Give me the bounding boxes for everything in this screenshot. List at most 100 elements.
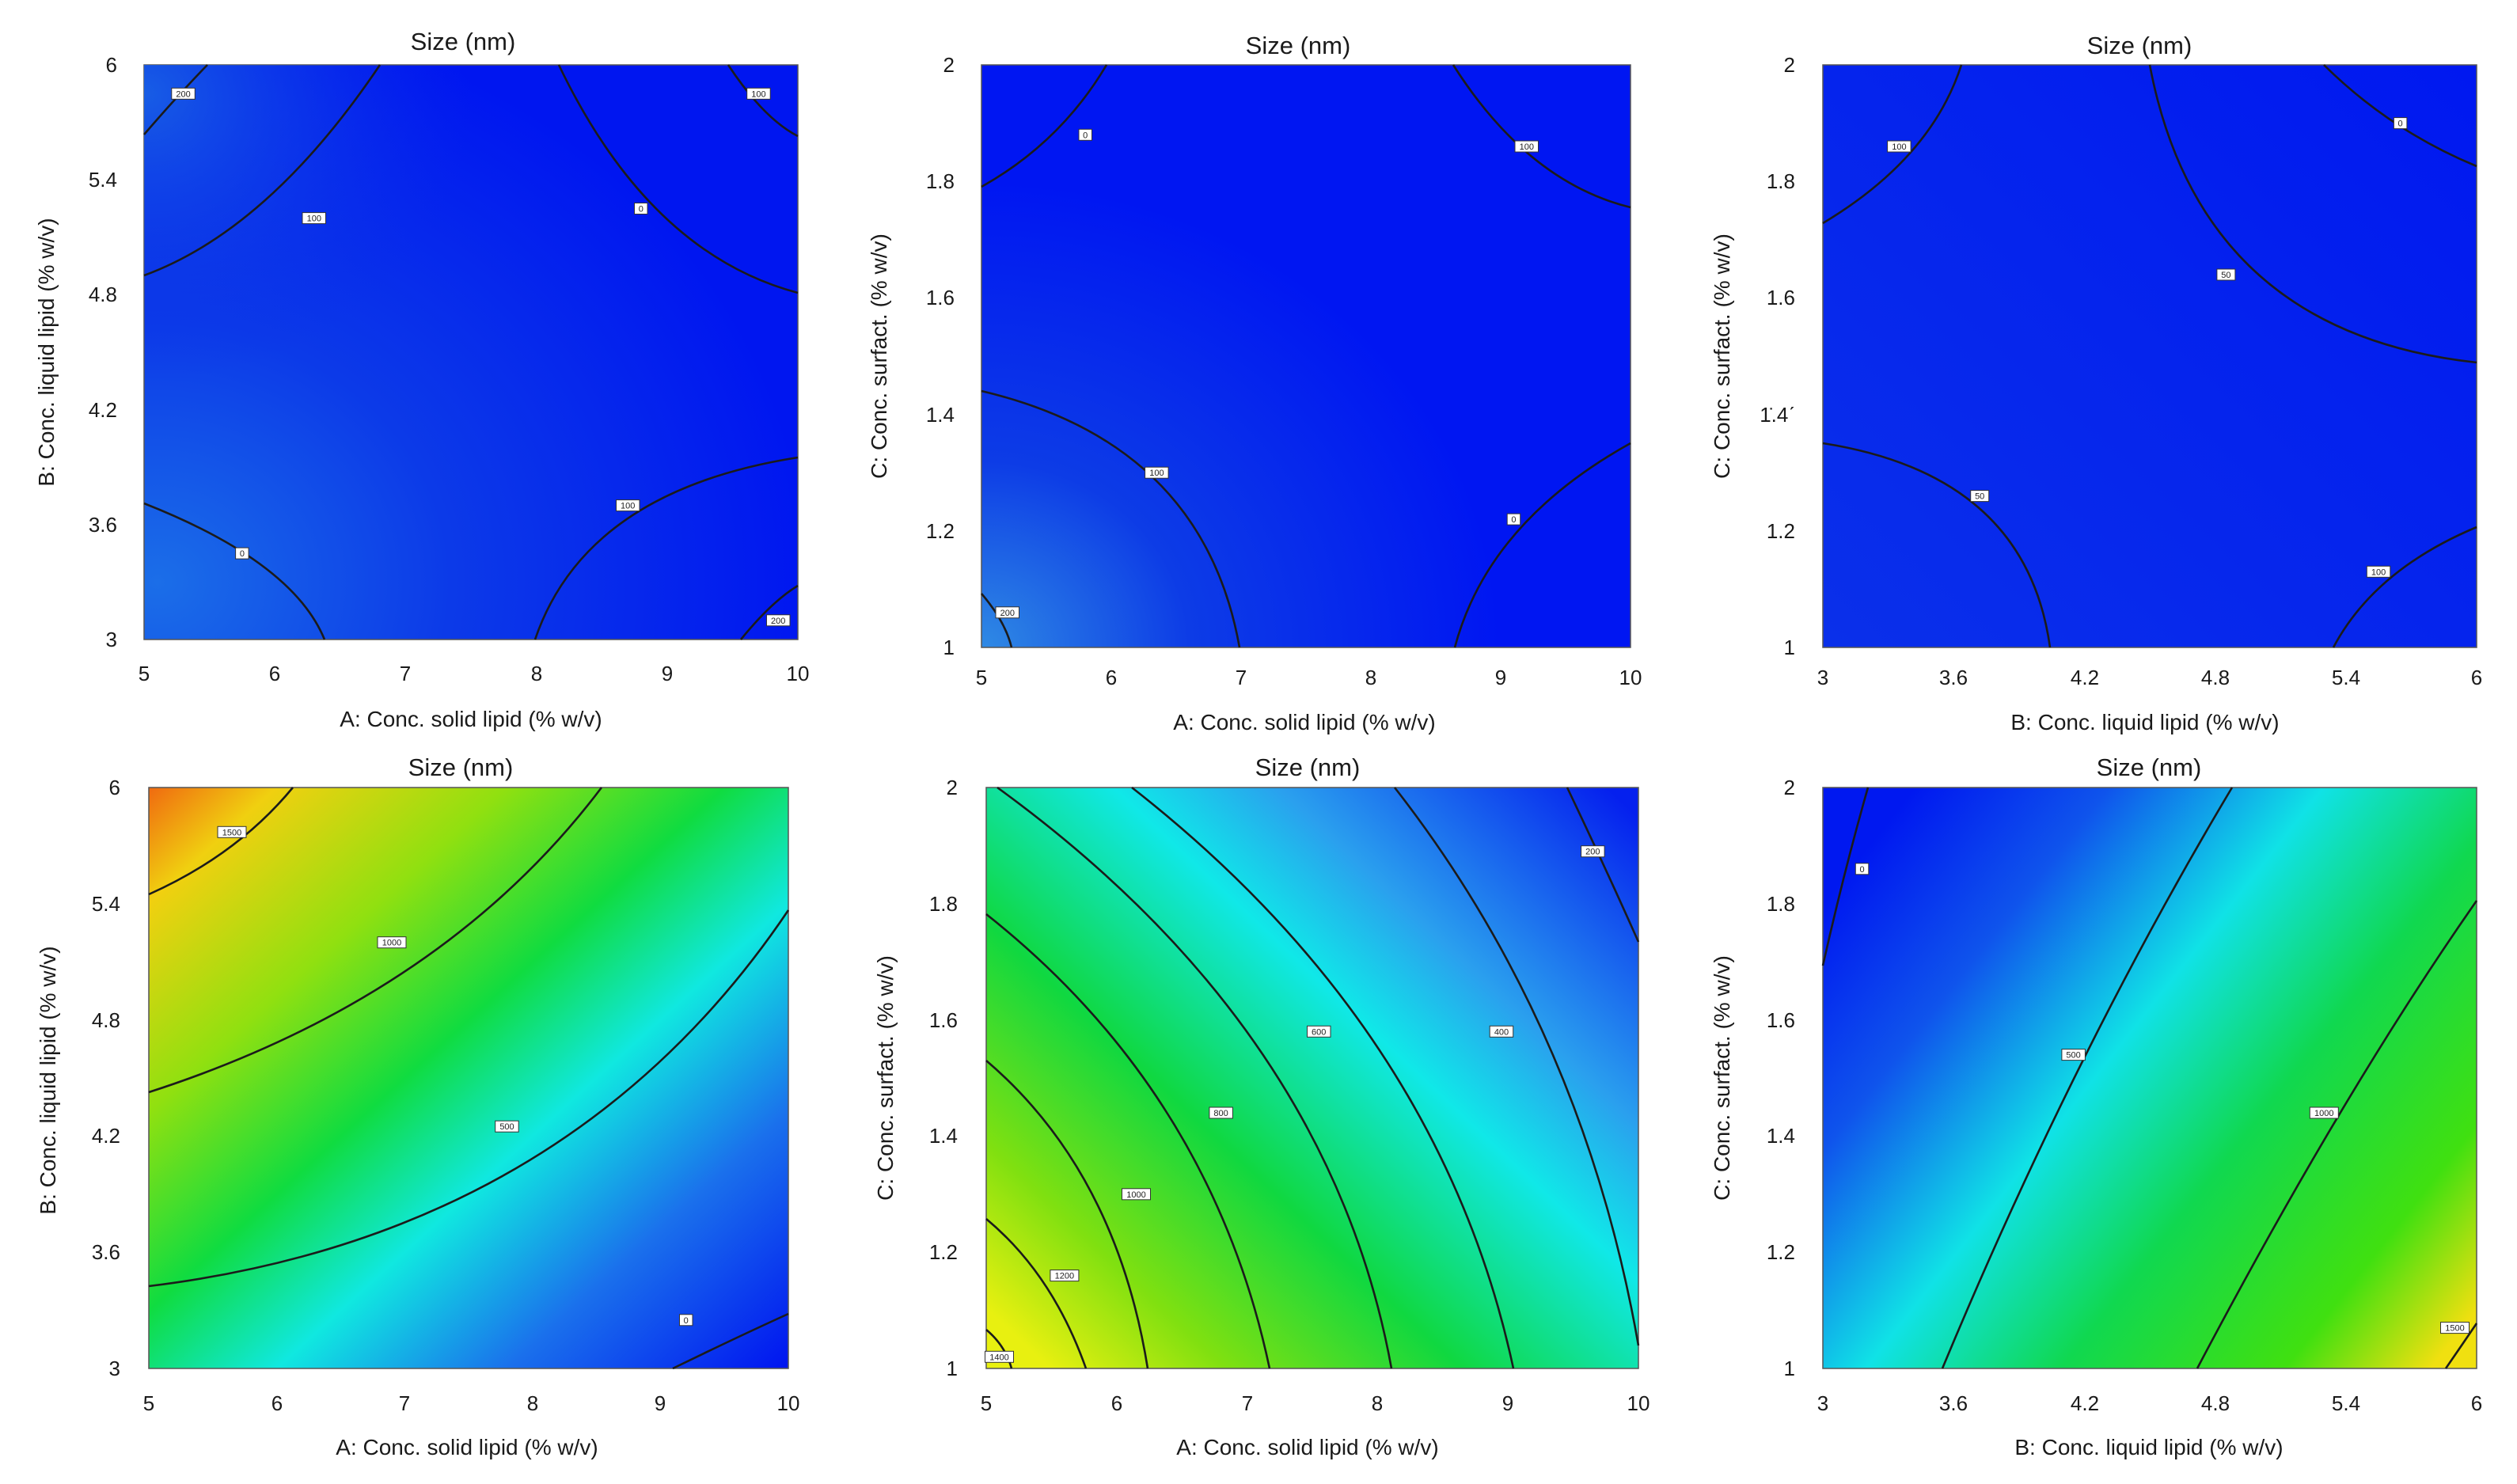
panel-1-xtick: 10 — [787, 662, 810, 685]
panel-3-xtick: 4.2 — [2071, 666, 2099, 689]
panel-2-ytick: 1.2 — [926, 519, 955, 543]
panel-3-contour-labels: 100 0 50 50 100 — [1887, 117, 2408, 578]
panel-2-contour — [981, 64, 1108, 188]
panel-2-title: Size (nm) — [1246, 32, 1351, 59]
contour-label-box — [495, 1120, 519, 1133]
panel-2-ytick: 1.6 — [926, 286, 955, 309]
panel-5-contour — [997, 786, 1393, 1369]
panel-5-xtick: 10 — [1627, 1391, 1650, 1415]
contour-label: 200 — [771, 617, 785, 626]
contour-label-box — [1078, 128, 1092, 141]
contour-label-box — [1122, 1188, 1151, 1201]
contour-label-box — [1145, 466, 1169, 479]
contour-label: 0 — [1511, 515, 1516, 525]
panel-6-ytick: 2 — [1784, 776, 1795, 799]
contour-label-box — [1887, 140, 1911, 153]
panel-4-ytick: 4.2 — [92, 1124, 120, 1148]
contour-label: 0 — [2398, 120, 2403, 129]
panel-4-ytick: 5.4 — [92, 892, 120, 916]
panel-5-contour — [985, 1329, 1013, 1369]
panel-4-contour — [148, 787, 603, 1094]
panel-3: Size (nm) 3 3.6 4.2 4.8 5.4 6 1 1.2 1̇.4… — [1710, 32, 2482, 734]
panel-6-ytick: 1 — [1784, 1357, 1795, 1380]
panel-1-contour-labels: 200 100 100 0 0 100 200 — [171, 87, 791, 627]
contour-label: 0 — [1860, 865, 1865, 875]
contour-label: 1500 — [222, 828, 241, 837]
panel-2-xtick: 10 — [1619, 666, 1642, 689]
contour-label-box — [302, 212, 326, 225]
panel-6-ytick: 1.8 — [1767, 892, 1795, 916]
panel-2-ylabel: C: Conc. surfact. (% w/v) — [867, 233, 891, 479]
contour-label-box — [1050, 1270, 1080, 1282]
panel-1-xtick: 5 — [139, 662, 150, 685]
contour-label-box — [766, 614, 791, 627]
panel-6-contour — [2196, 900, 2478, 1369]
panel-5-title: Size (nm) — [1255, 753, 1361, 781]
panel-6: Size (nm) 3 3.6 4.2 4.8 5.4 6 1 1.2 1.4 … — [1710, 753, 2482, 1459]
panel-6-xtick: 3 — [1817, 1391, 1828, 1415]
panel-5-plot — [985, 787, 1639, 1369]
panel-2-plot — [981, 64, 1631, 648]
panel-5-ytick: 1.6 — [929, 1008, 958, 1032]
contour-label: 1400 — [989, 1353, 1008, 1362]
panel-4-ytick: 6 — [109, 776, 120, 799]
contour-label-box — [1581, 845, 1605, 858]
contour-label: 1000 — [382, 939, 401, 948]
panel-1-ytick: 3 — [106, 628, 117, 651]
panel-5-xtick: 6 — [1111, 1391, 1122, 1415]
panel-2-contour — [981, 593, 1013, 648]
contour-label-box — [1514, 140, 1539, 153]
panel-6-contour — [1941, 787, 2234, 1369]
contour-label: 0 — [240, 549, 245, 559]
contour-label-box — [2393, 117, 2408, 130]
contour-label: 0 — [639, 205, 643, 214]
contour-label-box — [377, 936, 407, 949]
panel-6-xtick: 6 — [2471, 1391, 2482, 1415]
panel-5-contour — [1566, 787, 1640, 943]
contour-label: 600 — [1312, 1027, 1326, 1037]
panel-6-ytick: 1.2 — [1767, 1240, 1795, 1264]
panel-5-contour — [1131, 786, 1515, 1369]
panel-2-xtick: 6 — [1106, 666, 1117, 689]
panel-1-xtick: 9 — [662, 662, 673, 685]
panel-5-contour-labels: 200 400 600 800 1000 1200 1400 — [985, 845, 1605, 1363]
contour-label-box — [235, 547, 249, 560]
contour-label-box — [746, 87, 771, 100]
panel-3-ytick: 1.6 — [1767, 286, 1795, 309]
panel-6-contour-labels: 0 500 1000 1500 — [1855, 863, 2470, 1334]
panel-5-ylabel: C: Conc. surfact. (% w/v) — [873, 955, 898, 1201]
panel-1: Size (nm) 5 6 7 8 9 10 3 3.6 4.2 4.8 5.4… — [34, 28, 809, 731]
panel-6-contour — [2444, 1323, 2478, 1369]
panel-5-ytick: 1 — [947, 1357, 958, 1380]
panel-3-ytick: 1.8 — [1767, 169, 1795, 193]
panel-1-xtick: 8 — [531, 662, 542, 685]
panel-4-xlabel: A: Conc. solid lipid (% w/v) — [336, 1435, 598, 1459]
panel-6-ylabel: C: Conc. surfact. (% w/v) — [1710, 955, 1734, 1201]
panel-2-contour — [1453, 442, 1631, 648]
panel-6-contour — [1821, 787, 1870, 966]
contour-label-box — [1855, 863, 1870, 875]
panel-6-xtick: 5.4 — [2332, 1391, 2360, 1415]
panel-1-xlabel: A: Conc. solid lipid (% w/v) — [340, 707, 602, 731]
panel-3-ytick: 1 — [1784, 636, 1795, 659]
panel-4-ytick: 3 — [109, 1357, 120, 1380]
contour-label: 100 — [1892, 142, 1906, 152]
panel-3-xtick: 4.8 — [2201, 666, 2230, 689]
panel-4-title: Size (nm) — [408, 753, 514, 781]
panel-3-contour — [1822, 64, 1963, 225]
contour-label: 400 — [1494, 1027, 1509, 1037]
panel-1-title: Size (nm) — [411, 28, 516, 55]
contour-label: 100 — [1520, 142, 1534, 152]
panel-6-xtick: 3.6 — [1939, 1391, 1968, 1415]
panel-4-contour — [672, 1312, 789, 1370]
panel-3-xlabel: B: Conc. liquid lipid (% w/v) — [2010, 710, 2279, 734]
panel-5-ytick: 1.8 — [929, 892, 958, 916]
panel-5-xtick: 5 — [981, 1391, 992, 1415]
panel-4-contour — [148, 787, 294, 896]
contour-label: 0 — [1083, 131, 1088, 140]
panel-2-xtick: 5 — [976, 666, 987, 689]
contour-label-box — [616, 499, 640, 512]
panel-5: Size (nm) 5 6 7 8 9 10 1 1.2 1.4 1.6 1.8… — [873, 753, 1650, 1459]
panel-5-ytick: 2 — [947, 776, 958, 799]
